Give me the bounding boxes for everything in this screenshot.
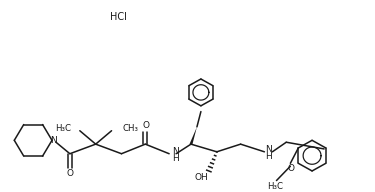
Text: N: N [50,136,56,145]
Text: HCl: HCl [110,12,127,22]
Text: H: H [266,152,272,161]
Text: H: H [172,154,179,163]
Text: N: N [266,145,272,154]
Text: O: O [288,164,295,173]
Text: CH₃: CH₃ [123,124,138,133]
Text: O: O [66,169,74,178]
Polygon shape [189,127,197,144]
Text: H₃C: H₃C [55,124,71,133]
Text: H₃C: H₃C [267,182,284,191]
Text: OH: OH [194,173,208,182]
Text: O: O [143,121,150,130]
Text: N: N [172,147,179,156]
